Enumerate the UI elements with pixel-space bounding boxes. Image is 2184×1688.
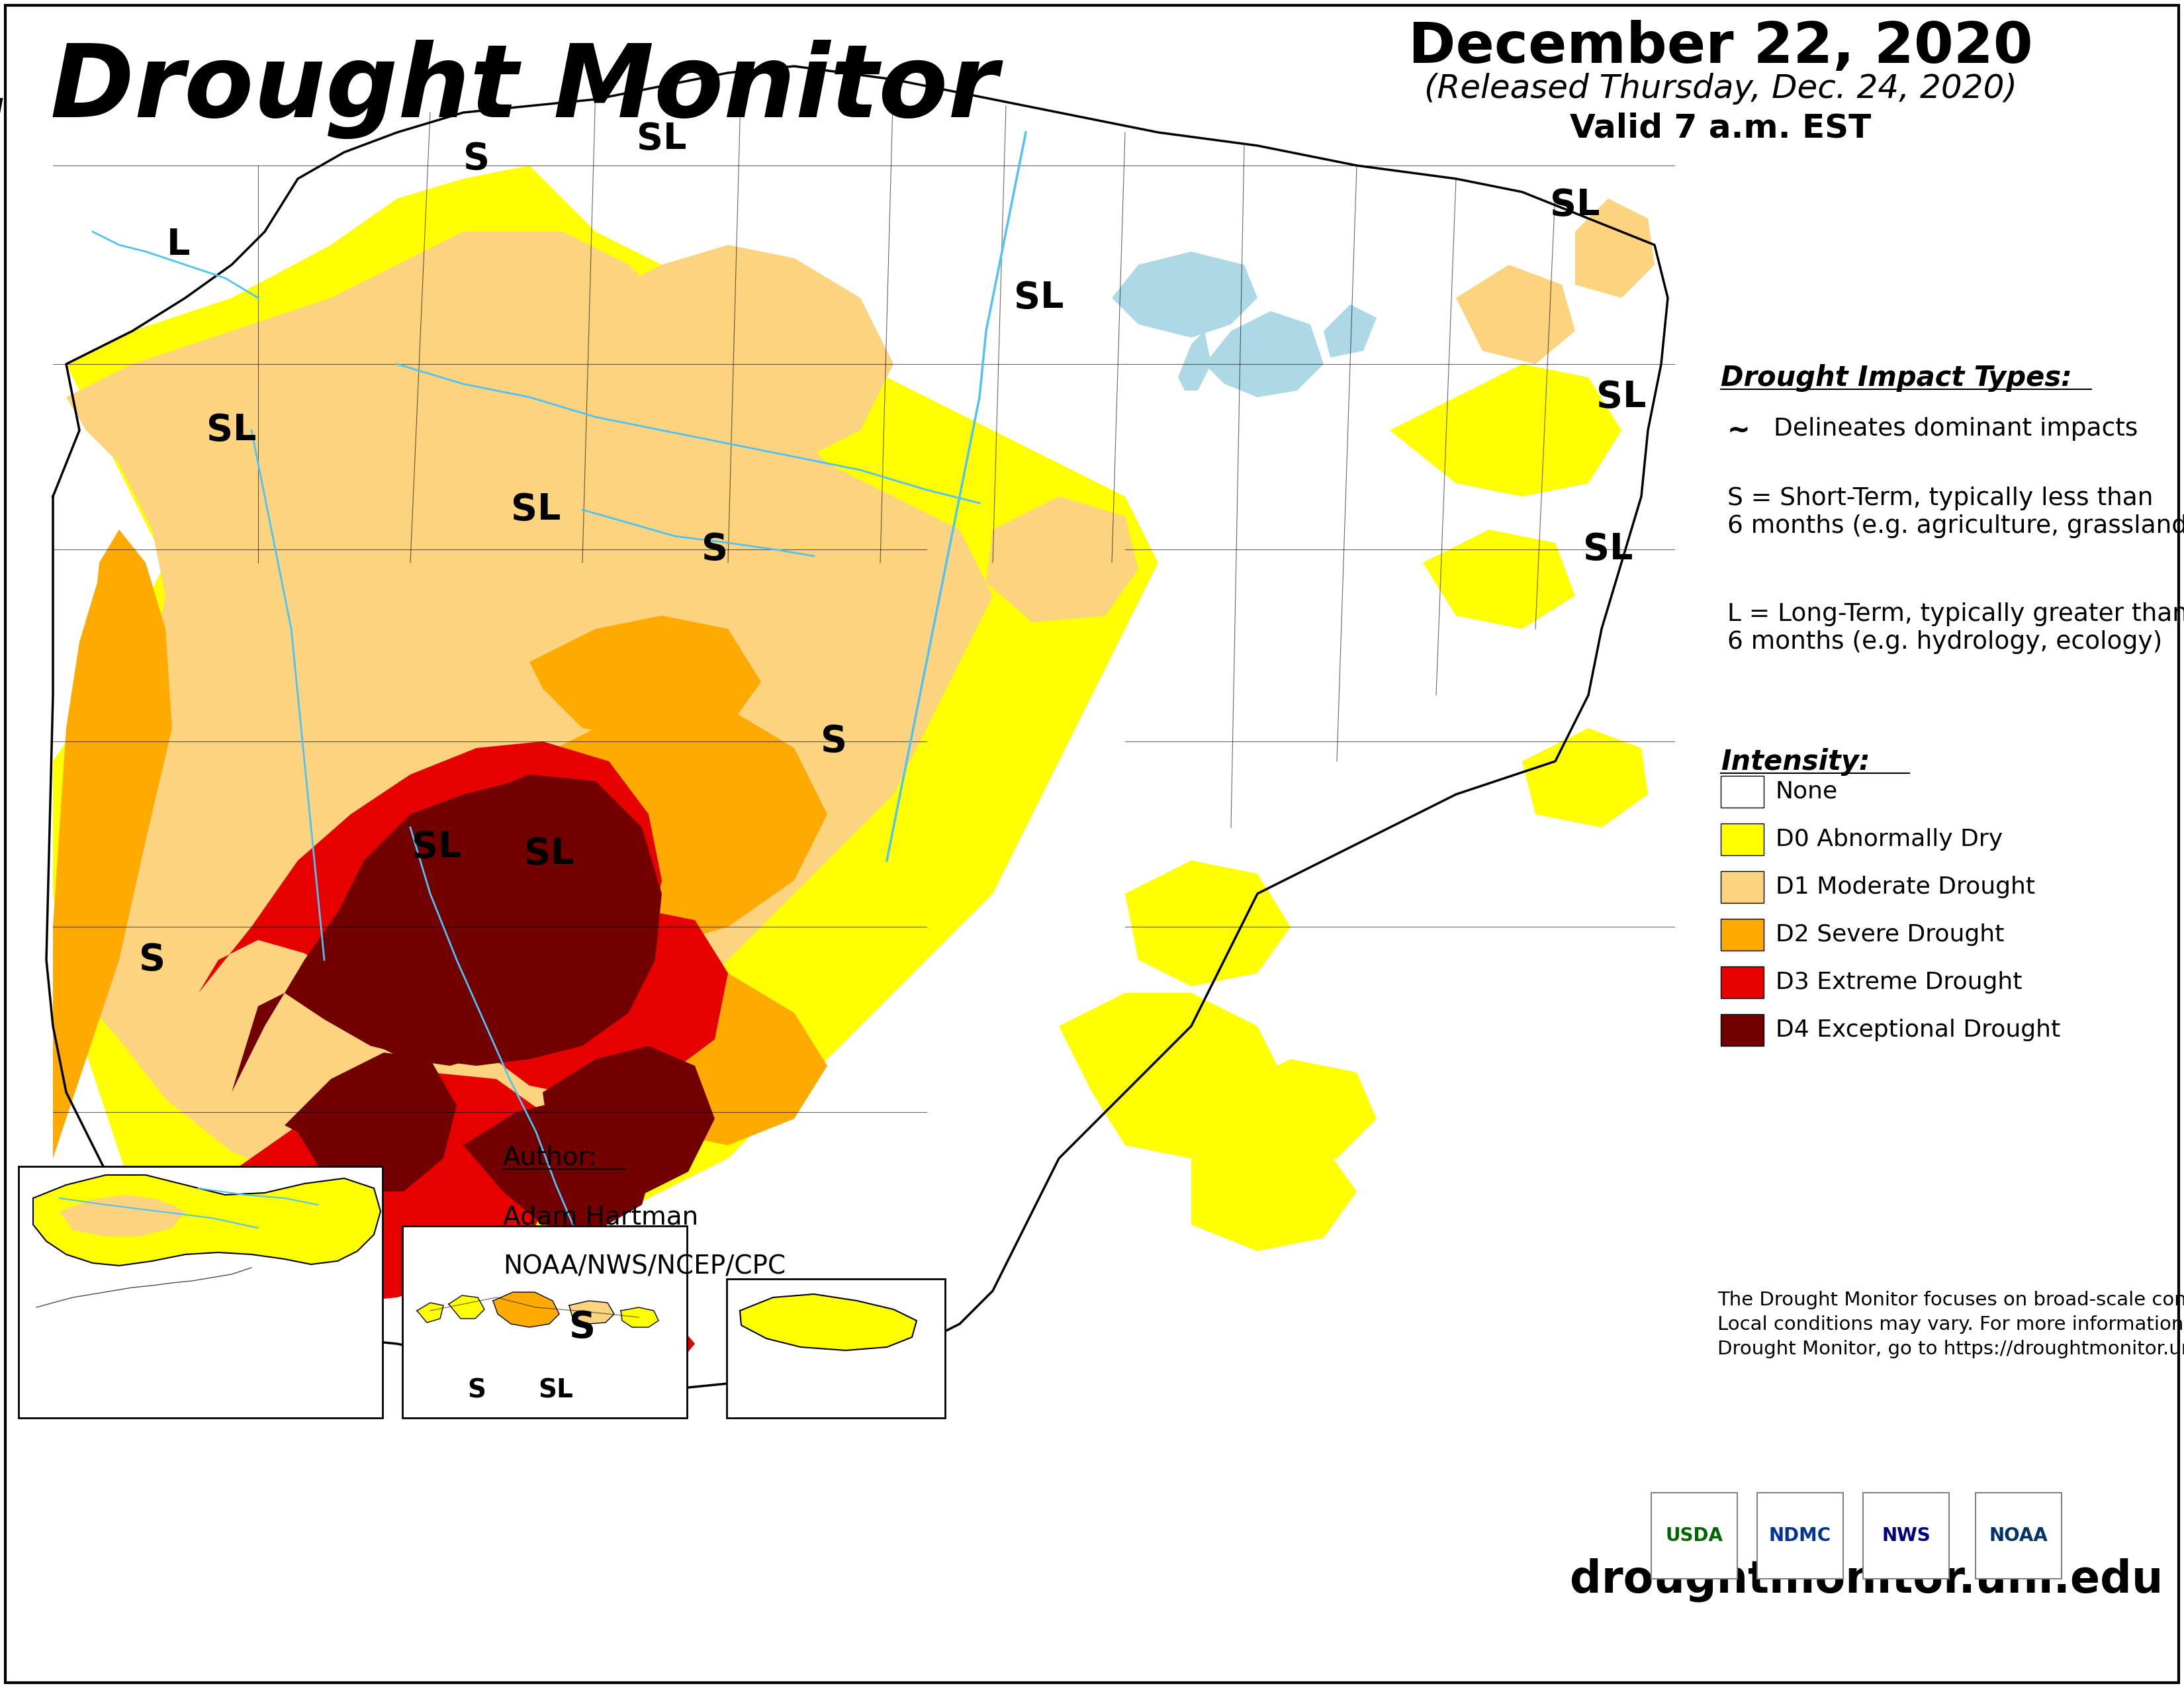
Bar — [1721, 776, 1765, 807]
Text: D4 Exceptional Drought: D4 Exceptional Drought — [1776, 1020, 2060, 1041]
Polygon shape — [1112, 252, 1258, 338]
Text: D1 Moderate Drought: D1 Moderate Drought — [1776, 876, 2035, 898]
Polygon shape — [620, 1308, 660, 1327]
Bar — [1863, 1492, 1948, 1578]
Bar — [1721, 1014, 1765, 1047]
Text: December 22, 2020: December 22, 2020 — [1409, 20, 2033, 74]
Polygon shape — [52, 562, 166, 1026]
Polygon shape — [1190, 1126, 1356, 1251]
Polygon shape — [596, 245, 893, 464]
Polygon shape — [1177, 331, 1212, 390]
Polygon shape — [529, 960, 828, 1144]
Bar — [1721, 967, 1765, 998]
Polygon shape — [987, 496, 1138, 623]
Bar — [1758, 1492, 1843, 1578]
Polygon shape — [46, 66, 1669, 1396]
Text: SL: SL — [638, 122, 686, 157]
Text: L = Long-Term, typically greater than
6 months (e.g. hydrology, ecology): L = Long-Term, typically greater than 6 … — [1728, 603, 2184, 653]
Bar — [727, 1280, 946, 1418]
Bar — [402, 1225, 688, 1418]
Text: S: S — [463, 142, 489, 177]
Polygon shape — [297, 782, 609, 1065]
Polygon shape — [52, 231, 994, 1185]
Polygon shape — [284, 1053, 456, 1192]
Polygon shape — [463, 1291, 695, 1396]
Text: SL: SL — [511, 491, 561, 528]
Polygon shape — [1125, 861, 1291, 986]
Text: SL: SL — [1013, 280, 1064, 316]
Polygon shape — [463, 695, 828, 947]
Text: SL: SL — [207, 412, 256, 447]
Polygon shape — [1225, 1058, 1376, 1165]
Polygon shape — [529, 616, 760, 741]
Polygon shape — [1575, 199, 1655, 297]
Polygon shape — [430, 906, 727, 1099]
Polygon shape — [52, 530, 173, 1158]
Polygon shape — [1324, 304, 1376, 358]
Bar — [1651, 1492, 1736, 1578]
Polygon shape — [1389, 365, 1621, 496]
Bar — [1721, 871, 1765, 903]
Polygon shape — [1457, 265, 1575, 365]
Text: Adam Hartman: Adam Hartman — [502, 1205, 699, 1231]
Text: S: S — [467, 1377, 485, 1403]
Text: SL: SL — [539, 1377, 574, 1403]
Text: U.S. Drought Monitor: U.S. Drought Monitor — [0, 41, 998, 138]
Text: S: S — [570, 1310, 596, 1345]
Text: SL: SL — [1597, 380, 1647, 415]
Text: S = Short-Term, typically less than
6 months (e.g. agriculture, grasslands): S = Short-Term, typically less than 6 mo… — [1728, 486, 2184, 538]
Bar — [1721, 824, 1765, 856]
Polygon shape — [570, 1301, 614, 1323]
Text: NOAA: NOAA — [1990, 1526, 2049, 1545]
Polygon shape — [417, 1303, 443, 1323]
Bar — [1977, 1492, 2062, 1578]
Text: S: S — [821, 724, 847, 760]
Bar — [1721, 918, 1765, 950]
Polygon shape — [448, 1295, 485, 1318]
Polygon shape — [740, 1295, 917, 1350]
Polygon shape — [542, 1047, 714, 1198]
Text: Valid 7 a.m. EST: Valid 7 a.m. EST — [1570, 113, 1872, 143]
Text: SL: SL — [1551, 187, 1601, 223]
Bar — [17, 1166, 382, 1418]
Polygon shape — [1424, 530, 1575, 630]
Text: S: S — [701, 532, 727, 567]
Text: D3 Extreme Drought: D3 Extreme Drought — [1776, 971, 2022, 994]
Polygon shape — [1522, 728, 1649, 827]
Text: Intensity:: Intensity: — [1721, 748, 1870, 776]
Text: None: None — [1776, 780, 1839, 803]
Polygon shape — [52, 165, 1158, 1305]
Polygon shape — [33, 1175, 380, 1266]
Text: Delineates dominant impacts: Delineates dominant impacts — [1773, 417, 2138, 441]
Polygon shape — [166, 1072, 563, 1305]
Polygon shape — [1206, 311, 1324, 397]
Text: D0 Abnormally Dry: D0 Abnormally Dry — [1776, 829, 2003, 851]
Polygon shape — [939, 530, 1125, 655]
Text: S: S — [140, 942, 166, 977]
Text: L: L — [166, 228, 190, 263]
Text: Drought Impact Types:: Drought Impact Types: — [1721, 365, 2073, 392]
Polygon shape — [232, 775, 662, 1092]
Polygon shape — [463, 1099, 655, 1231]
Text: droughtmonitor.unl.edu: droughtmonitor.unl.edu — [1570, 1558, 2162, 1602]
Text: SL: SL — [524, 836, 574, 871]
Text: USDA: USDA — [1666, 1526, 1723, 1545]
Text: SL: SL — [1583, 532, 1634, 567]
Text: The Drought Monitor focuses on broad-scale conditions.
Local conditions may vary: The Drought Monitor focuses on broad-sca… — [1717, 1291, 2184, 1359]
Text: NOAA/NWS/NCEP/CPC: NOAA/NWS/NCEP/CPC — [502, 1254, 786, 1280]
Polygon shape — [59, 1195, 186, 1237]
Text: (Released Thursday, Dec. 24, 2020): (Released Thursday, Dec. 24, 2020) — [1424, 73, 2018, 105]
Text: D2 Severe Drought: D2 Severe Drought — [1776, 923, 2005, 945]
Text: NWS: NWS — [1883, 1526, 1931, 1545]
Polygon shape — [1059, 993, 1291, 1158]
Polygon shape — [199, 741, 662, 1033]
Polygon shape — [494, 1291, 559, 1327]
Text: NDMC: NDMC — [1769, 1526, 1832, 1545]
Text: SL: SL — [413, 829, 461, 866]
Text: ~: ~ — [1728, 417, 1749, 446]
Text: Author:: Author: — [502, 1144, 598, 1170]
Polygon shape — [365, 841, 609, 999]
